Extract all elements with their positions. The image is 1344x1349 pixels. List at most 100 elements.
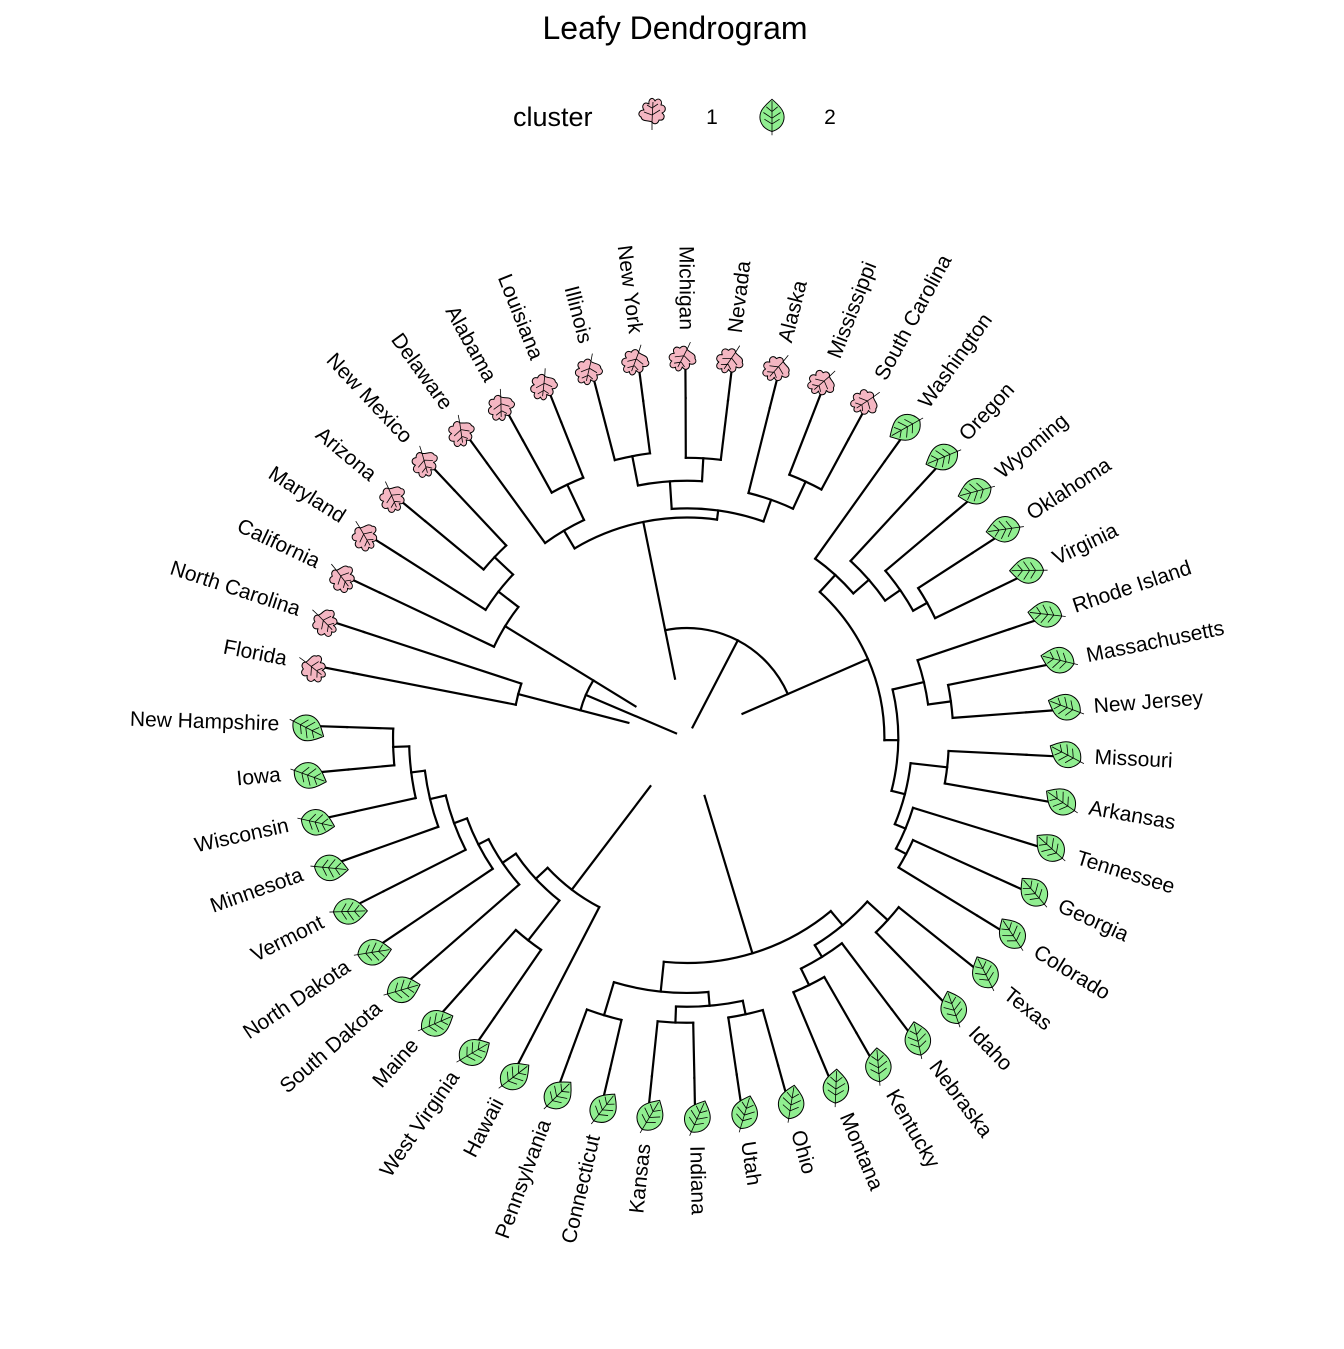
branch-line xyxy=(763,1010,778,1065)
branch-line xyxy=(454,818,467,823)
branch-line xyxy=(661,962,664,992)
branch-line xyxy=(899,907,953,950)
legend-key-cluster-2 xyxy=(760,99,784,135)
branch-line xyxy=(498,592,518,608)
round-leaf-icon xyxy=(1013,870,1057,915)
branch-line xyxy=(431,885,519,962)
branch-line xyxy=(639,370,643,401)
round-leaf-icon xyxy=(1044,689,1089,726)
branch-line xyxy=(652,1021,658,1076)
leaf-label: Connecticut xyxy=(557,1132,605,1245)
oak-leaf-icon xyxy=(619,341,654,379)
round-leaf-icon xyxy=(450,1032,496,1073)
round-leaf-icon xyxy=(921,438,966,476)
branch-line xyxy=(433,468,454,491)
oak-leaf-icon xyxy=(292,647,333,687)
oak-leaf-icon xyxy=(407,442,442,480)
leaf-label: Illinois xyxy=(559,283,596,345)
leaf-label: Ohio xyxy=(786,1128,820,1177)
leaf-label: Florida xyxy=(221,636,289,671)
oak-leaf-icon xyxy=(639,98,665,130)
oak-leaf-icon xyxy=(846,381,887,421)
branch-line xyxy=(594,379,602,409)
chart-title: Leafy Dendrogram xyxy=(542,10,807,46)
branch-line xyxy=(494,950,541,1018)
leaf-label: Delaware xyxy=(386,329,457,414)
branch-line xyxy=(550,393,562,422)
oak-leaf-shape xyxy=(574,357,605,387)
branch-line xyxy=(728,370,732,401)
branch-line xyxy=(675,1007,676,1023)
round-leaf-icon xyxy=(678,1096,717,1141)
round-leaf-icon xyxy=(286,757,330,794)
branch-line xyxy=(602,409,615,460)
oak-leaf-icon xyxy=(530,368,558,401)
round-leaf-icon xyxy=(955,474,998,508)
branch-line xyxy=(531,907,600,1040)
branch-line xyxy=(478,839,488,844)
leaf-label: Mississippi xyxy=(823,259,881,362)
branch-line xyxy=(495,557,514,574)
branch-line xyxy=(935,590,993,618)
oak-leaf-icon xyxy=(373,476,410,516)
leaf-label: Virginia xyxy=(1049,519,1122,570)
round-leaf-icon xyxy=(1044,735,1089,775)
branch-line xyxy=(708,992,709,1006)
branch-line xyxy=(749,408,770,493)
oak-leaf-icon xyxy=(303,600,344,641)
branch-line xyxy=(743,1001,746,1015)
oak-leaf-shape xyxy=(376,482,411,516)
branch-line xyxy=(610,1020,621,1069)
leaf-label: Maryland xyxy=(264,462,349,528)
legend-label-cluster-2: 2 xyxy=(824,106,836,129)
leaf-label: Michigan xyxy=(674,246,697,330)
legend-label-cluster-1: 1 xyxy=(706,106,718,129)
round-leaf-icon xyxy=(727,1092,762,1136)
branch-line xyxy=(918,553,972,588)
branch-line xyxy=(353,673,516,705)
leaf-label: Kansas xyxy=(625,1143,655,1215)
branch-line xyxy=(948,670,1020,685)
leaf-label: Montana xyxy=(835,1109,888,1194)
oak-leaf-shape xyxy=(665,342,700,376)
round-leaf-icon xyxy=(309,853,349,882)
branch-line xyxy=(401,501,425,521)
leaf-label: Texas xyxy=(999,983,1056,1035)
branch-line xyxy=(853,580,869,594)
leaf-label: Pennsylvania xyxy=(491,1116,556,1241)
round-leaf-icon xyxy=(966,951,1006,996)
round-leaf-icon xyxy=(413,1004,458,1042)
branch-line xyxy=(824,977,856,1033)
round-leaf-icon xyxy=(936,987,972,1031)
branch-line xyxy=(469,438,487,463)
branch-line xyxy=(384,850,466,892)
oak-leaf-shape xyxy=(712,344,748,379)
branch-line xyxy=(820,575,836,592)
branch-line xyxy=(913,840,997,878)
oak-leaf-icon xyxy=(803,361,844,402)
branch-line xyxy=(523,440,552,492)
leaf-label: Tennessee xyxy=(1074,847,1178,899)
round-leaf-icon xyxy=(491,1055,537,1098)
legend-title: cluster xyxy=(513,102,593,132)
branch-line xyxy=(885,519,947,571)
leaf-label: Alabama xyxy=(441,302,501,386)
leaf-label: Wisconsin xyxy=(192,814,290,857)
round-leaf-icon xyxy=(902,1019,935,1061)
leaf-label: California xyxy=(233,514,323,573)
branch-line xyxy=(508,413,523,440)
branch-line xyxy=(721,401,728,460)
branch-line xyxy=(430,795,446,799)
branch-line xyxy=(561,422,583,478)
branch-line xyxy=(893,682,924,689)
oak-leaf-shape xyxy=(619,347,652,379)
round-leaf-icon xyxy=(380,972,424,1007)
round-leaf-icon xyxy=(295,806,338,839)
branch-line xyxy=(896,849,906,854)
round-leaf-icon xyxy=(535,1073,580,1118)
oak-leaf-shape xyxy=(325,560,361,596)
branch-line xyxy=(895,824,906,828)
leaf-label: Vermont xyxy=(247,911,327,967)
branch-line xyxy=(831,911,843,925)
